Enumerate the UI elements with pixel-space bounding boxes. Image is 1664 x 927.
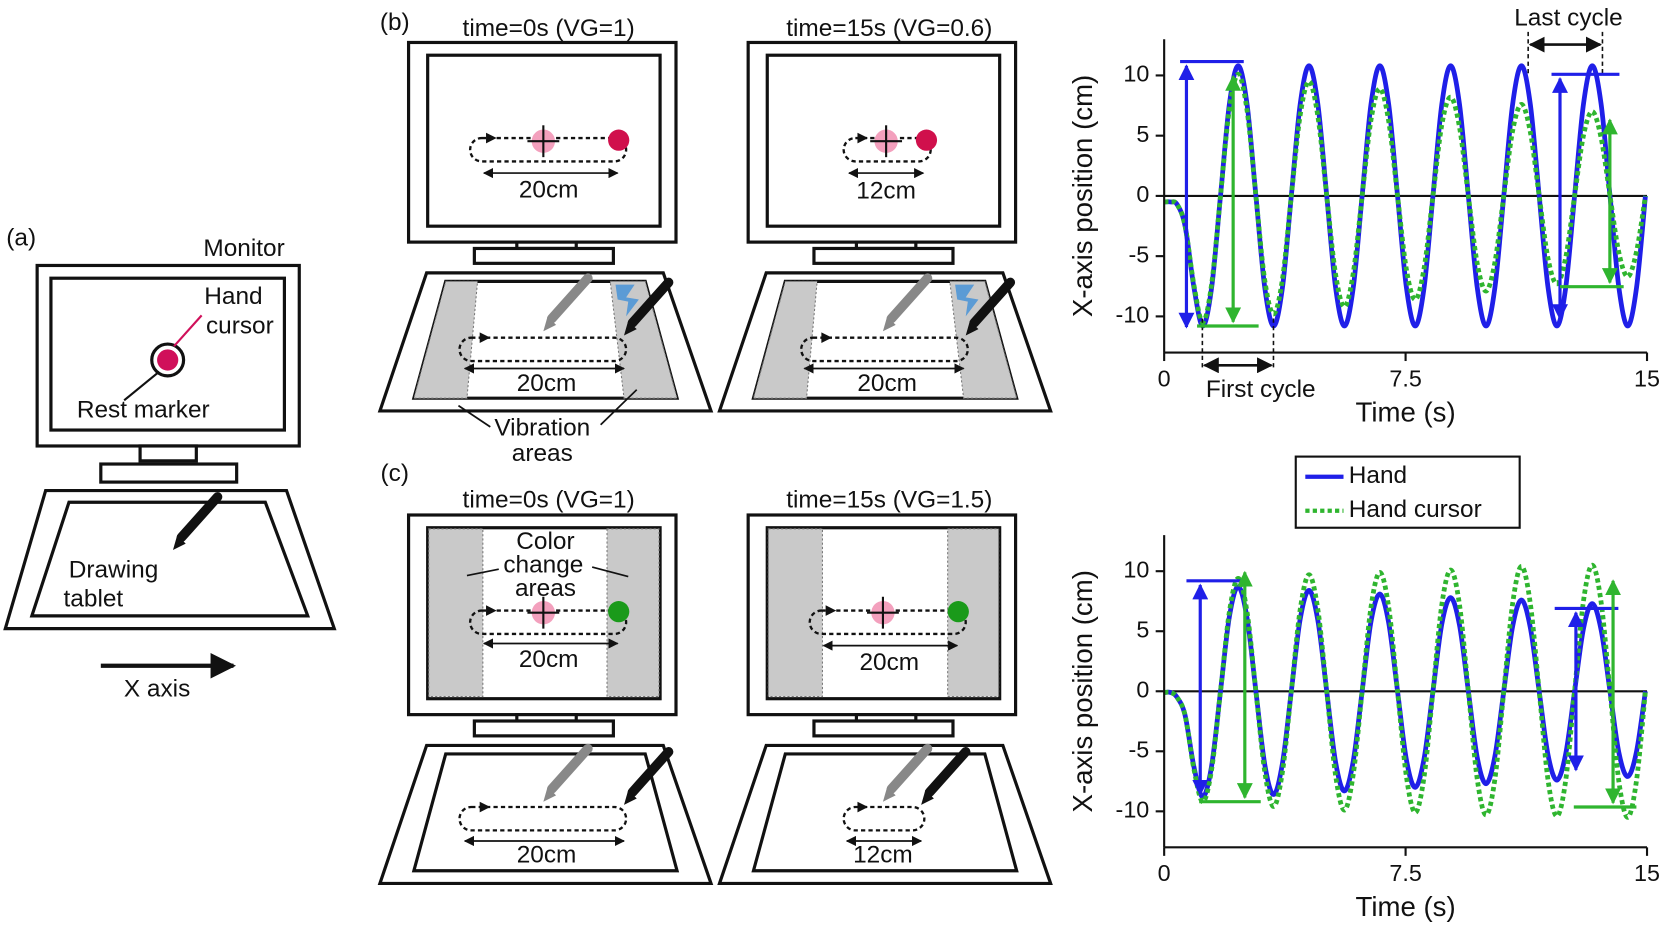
arrowhead (479, 801, 491, 813)
label: X axis (124, 676, 190, 703)
panel-c: (c) time=0s (VG=1) time=15s (VG=1.5) Col… (378, 460, 1053, 886)
leader-line (591, 566, 629, 578)
arrowhead (825, 605, 837, 616)
y-tick-label: -10 (1116, 797, 1150, 823)
vibration-icon (615, 284, 639, 317)
distance: 12cm (856, 178, 916, 205)
amplitude-arrows (1178, 59, 1637, 809)
panel-label: (c) (381, 460, 409, 487)
title: time=0s (VG=1) (463, 487, 635, 514)
distance: 20cm (519, 177, 579, 204)
annotation: Last cycle (1514, 5, 1622, 32)
monitor-base (99, 462, 239, 484)
legend: Hand Hand cursor (1294, 455, 1521, 529)
y-tick-label: -5 (1129, 241, 1150, 267)
y-tick-label: 10 (1123, 556, 1149, 582)
arrowhead (857, 801, 869, 813)
label: Hand (204, 283, 262, 310)
y-tick-label: 0 (1136, 676, 1149, 702)
x-axis-label: Time (s) (1356, 396, 1456, 427)
y-axis-label: X-axis position (cm) (1067, 75, 1098, 317)
x-tick-label: 15 (1634, 860, 1660, 886)
legend-label: Hand cursor (1349, 496, 1482, 523)
vibration-area (949, 280, 1018, 399)
vibration-area (413, 280, 479, 399)
x-tick-label: 0 (1158, 860, 1171, 886)
hand-cursor (608, 601, 630, 623)
annotation: First cycle (1206, 376, 1316, 403)
leader-line (466, 568, 499, 577)
label: Vibration (494, 414, 590, 441)
panel-label: (a) (6, 224, 36, 251)
arrowhead (821, 332, 832, 343)
arrowhead (486, 605, 497, 616)
y-tick-label: -10 (1116, 302, 1150, 328)
path-loop (808, 609, 967, 636)
y-tick-label: -5 (1129, 736, 1150, 762)
monitor-neck (138, 444, 198, 463)
monitor (746, 40, 1018, 265)
leader-line (600, 389, 638, 426)
panel-b: (b) time=0s (VG=1) time=15s (VG=0.6) 20c… (378, 9, 1053, 467)
label: cursor (206, 313, 274, 340)
distance: 20cm (517, 841, 577, 868)
label: Monitor (203, 235, 284, 262)
y-tick-label: 0 (1136, 181, 1149, 207)
x-tick-label: 0 (1158, 365, 1171, 391)
hand-cursor (915, 129, 938, 151)
distance: 20cm (857, 370, 917, 397)
path-loop (842, 805, 926, 832)
arrowhead (857, 132, 869, 144)
tablet-surface (29, 500, 311, 618)
label: areas (512, 440, 573, 467)
path-loop (468, 609, 628, 636)
x-tick-label: 7.5 (1389, 365, 1421, 391)
distance: 12cm (853, 841, 913, 868)
arrowhead (486, 132, 497, 144)
label: tablet (64, 585, 124, 612)
y-tick-label: 5 (1136, 121, 1149, 147)
x-axis-label: Time (s) (1356, 891, 1456, 922)
leader-line (123, 370, 160, 402)
chart-annotations: Last cycle First cycle (1201, 5, 1623, 403)
path-loop (468, 136, 628, 163)
label: change (503, 551, 583, 578)
hand-cursor (947, 601, 969, 623)
arrowhead (479, 332, 491, 343)
vibration-area (752, 280, 818, 399)
y-tick-label: 5 (1136, 616, 1149, 642)
hand-cursor (608, 129, 630, 151)
label: Color (516, 528, 574, 555)
distance: 20cm (859, 649, 919, 676)
distance: 20cm (517, 370, 577, 397)
legend-box (1294, 455, 1521, 529)
color-change-area (428, 528, 484, 698)
title: time=0s (VG=1) (463, 15, 635, 42)
leader-line (173, 314, 203, 347)
title: time=15s (VG=1.5) (786, 487, 992, 514)
panel-a: (a) Monitor Hand cursor Rest marker Draw… (3, 224, 337, 703)
legend-label: Hand (1349, 462, 1407, 489)
panel-label: (b) (380, 9, 410, 36)
hand-cursor (157, 349, 179, 371)
vibration-icon (955, 284, 979, 317)
label: Rest marker (77, 396, 210, 423)
leader-line (457, 404, 491, 428)
x-tick-label: 7.5 (1389, 860, 1421, 886)
x-tick-label: 15 (1634, 365, 1660, 391)
distance: 20cm (519, 646, 579, 673)
title: time=15s (VG=0.6) (786, 15, 992, 42)
label: areas (515, 575, 576, 602)
y-tick-label: 10 (1123, 61, 1149, 87)
y-axis-label: X-axis position (cm) (1067, 570, 1098, 812)
label: Drawing (69, 557, 159, 584)
